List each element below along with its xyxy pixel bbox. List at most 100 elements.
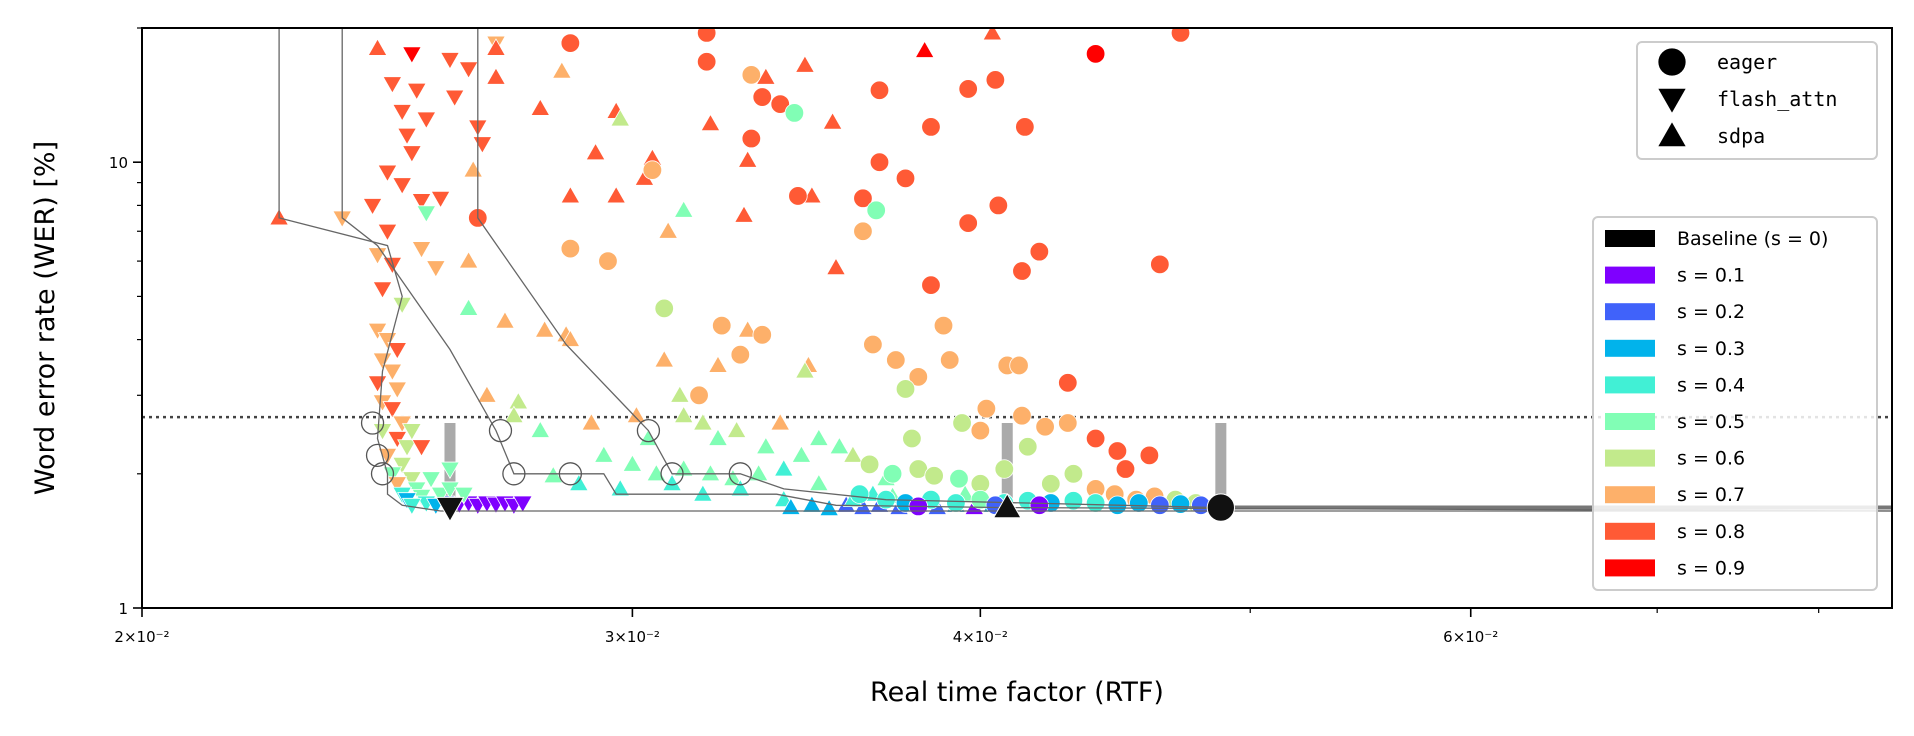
data-point (689, 385, 709, 405)
data-point (902, 428, 922, 449)
data-point (1035, 417, 1055, 437)
data-point (707, 355, 728, 373)
data-point (458, 61, 479, 79)
data-point (819, 498, 840, 517)
data-point (1063, 491, 1084, 511)
legend-series-label: s = 0.9 (1677, 557, 1745, 579)
data-point (543, 465, 564, 484)
legend-swatch (1605, 266, 1655, 284)
data-point (372, 352, 393, 371)
data-point (700, 113, 721, 132)
legend-series-label: s = 0.1 (1677, 265, 1745, 287)
data-point (1150, 495, 1170, 515)
color-legend: Baseline (s = 0) s = 0.1 s = 0.2 s = 0.3 s =… (1592, 216, 1878, 591)
data-point (397, 127, 418, 146)
data-point (377, 223, 398, 242)
data-point (958, 79, 978, 99)
data-point (895, 168, 916, 189)
data-point (367, 38, 388, 56)
data-point (1012, 405, 1032, 426)
legend-swatch (1605, 486, 1655, 504)
pareto-front-eager (477, 28, 1221, 509)
data-point (512, 495, 533, 514)
data-point (734, 205, 754, 223)
data-point (1085, 44, 1106, 64)
data-point (551, 61, 572, 79)
data-point (853, 221, 873, 241)
data-point (1015, 117, 1035, 137)
pareto-highlight-circle (360, 411, 385, 435)
data-point (707, 428, 728, 446)
data-point (908, 367, 929, 387)
data-point (794, 55, 815, 73)
data-point (382, 76, 403, 94)
data-point (392, 456, 413, 475)
legend-swatch (1605, 230, 1655, 247)
data-point (773, 458, 794, 477)
legend-swatch (1605, 559, 1655, 577)
data-point (949, 469, 969, 489)
data-point (494, 311, 515, 329)
legend-swatch (1605, 449, 1655, 467)
data-point (401, 423, 422, 441)
legend-series-label: s = 0.6 (1677, 448, 1745, 470)
data-point (794, 360, 815, 379)
data-point (367, 375, 388, 393)
data-point (530, 420, 551, 438)
legend-swatch (1605, 522, 1655, 540)
plot-frame (141, 27, 1893, 609)
data-point (472, 136, 493, 154)
data-point (1170, 28, 1191, 43)
data-point (700, 463, 721, 482)
data-point (752, 325, 772, 345)
data-point (534, 320, 555, 338)
color-legend-frame (1592, 216, 1878, 591)
eager-icon (1658, 48, 1686, 76)
data-point (914, 40, 935, 58)
data-point (730, 344, 751, 365)
data-point (801, 495, 822, 513)
marker-legend-label: eager (1717, 50, 1777, 74)
data-point (696, 52, 717, 72)
data-point (421, 471, 442, 489)
data-point (692, 484, 713, 502)
x-tick-label: 4×10⁻² (953, 628, 1008, 646)
data-point (737, 150, 758, 168)
data-point (598, 251, 618, 271)
data-point (895, 379, 916, 399)
data-point (387, 342, 408, 360)
data-point (430, 486, 451, 505)
data-point (826, 257, 846, 276)
data-point (401, 145, 422, 163)
y-tick-label: 10 (109, 154, 128, 172)
baseline-marker-eager (1206, 493, 1235, 522)
data-point (382, 401, 403, 419)
data-point (741, 128, 762, 149)
data-point (669, 385, 690, 403)
data-point (401, 471, 422, 489)
data-point (453, 486, 474, 505)
x-axis-label: Real time factor (RTF) (870, 677, 1164, 708)
legend-swatch (1605, 413, 1655, 430)
data-point (822, 112, 843, 130)
data-point (863, 334, 883, 355)
data-point (560, 33, 581, 53)
y-axis-label: Word error rate (WER) [%] (30, 141, 61, 495)
data-point (788, 186, 808, 206)
data-point (430, 190, 451, 209)
data-point (869, 152, 890, 172)
data-point (362, 198, 383, 216)
data-point (853, 188, 873, 208)
data-point (581, 412, 602, 431)
baseline-marker-flash_attn (435, 496, 465, 523)
pareto-highlight-circle (365, 443, 390, 467)
data-point (886, 350, 906, 370)
x-tick-label: 3×10⁻² (605, 628, 660, 646)
legend-series-label: Baseline (s = 0) (1677, 228, 1828, 250)
data-point (476, 385, 497, 403)
data-point (503, 405, 524, 424)
data-point (737, 320, 758, 338)
data-point (673, 458, 694, 477)
